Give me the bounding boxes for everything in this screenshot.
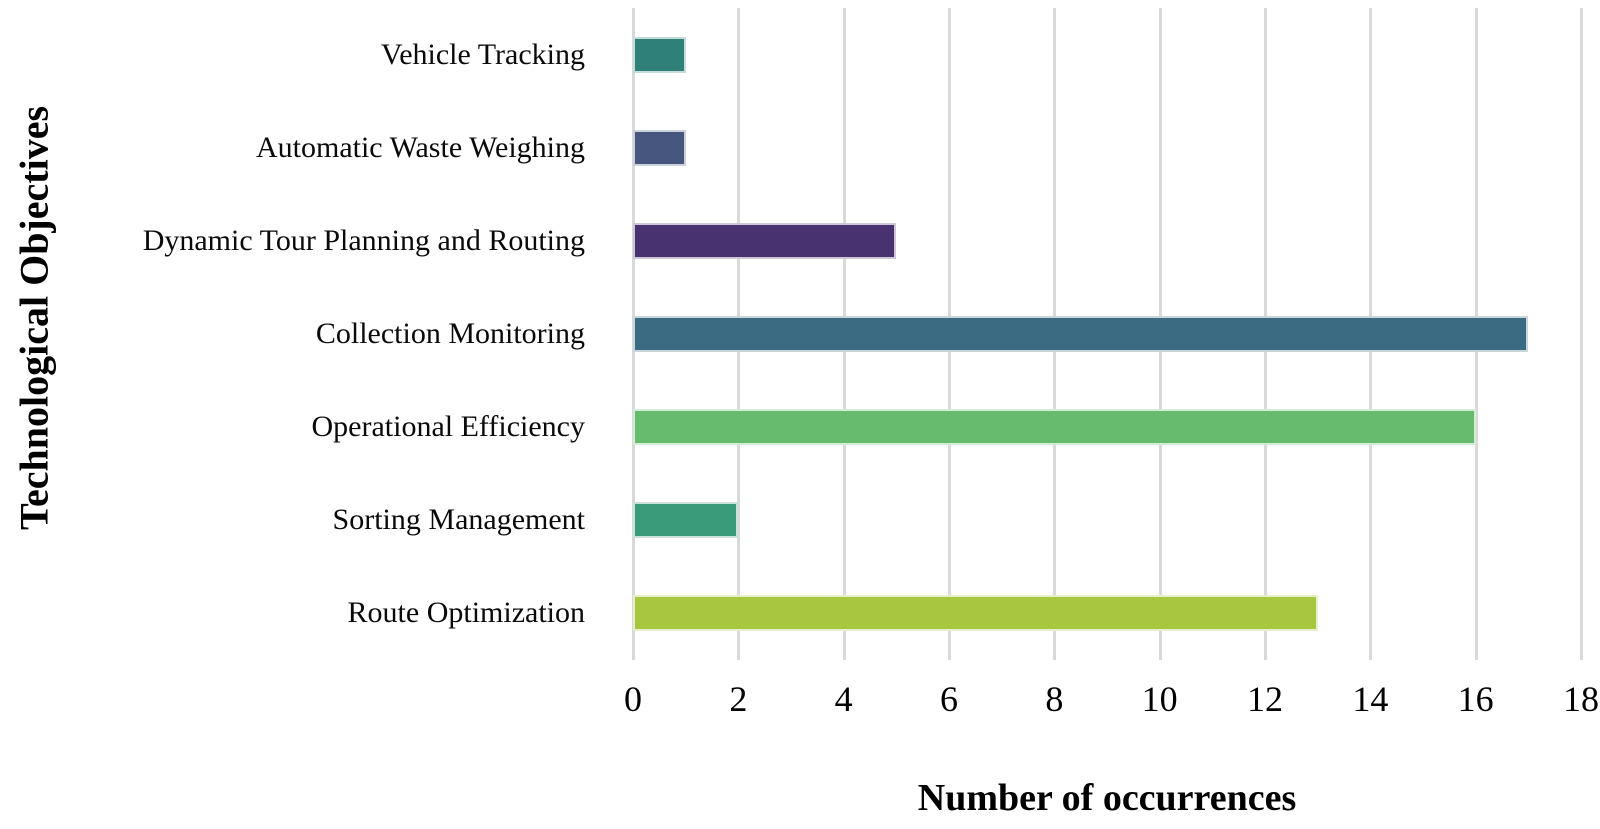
x-tick-label: 12 bbox=[1247, 679, 1283, 719]
bar bbox=[633, 409, 1476, 446]
bar-row: Dynamic Tour Planning and Routing bbox=[0, 194, 1600, 287]
x-tick-label: 18 bbox=[1563, 679, 1599, 719]
category-label: Operational Efficiency bbox=[311, 410, 586, 444]
bar-row: Sorting Management bbox=[0, 474, 1600, 567]
x-tick-label: 14 bbox=[1352, 679, 1389, 719]
bar bbox=[633, 595, 1318, 632]
bar bbox=[633, 502, 739, 539]
bar bbox=[633, 36, 686, 73]
category-label: Collection Monitoring bbox=[315, 316, 585, 350]
bar bbox=[633, 129, 686, 166]
category-label: Route Optimization bbox=[347, 596, 585, 630]
category-label: Automatic Waste Weighing bbox=[255, 130, 585, 164]
x-tick-label: 2 bbox=[729, 679, 748, 719]
bar-rows: Vehicle Tracking Automatic Waste Weighin… bbox=[0, 8, 1600, 660]
bar bbox=[633, 315, 1529, 352]
bar-row: Automatic Waste Weighing bbox=[0, 101, 1600, 194]
category-label: Sorting Management bbox=[332, 503, 585, 537]
x-tick-label: 4 bbox=[834, 679, 853, 719]
x-axis-title: Number of occurrences bbox=[917, 777, 1297, 819]
bar-row: Collection Monitoring bbox=[0, 287, 1600, 380]
gridline bbox=[1580, 8, 1583, 660]
x-tick-label: 8 bbox=[1045, 679, 1064, 719]
x-axis-ticks: 0 2 4 6 8 10 12 14 16 18 bbox=[624, 678, 1599, 728]
category-label: Vehicle Tracking bbox=[380, 37, 585, 71]
bar bbox=[633, 222, 897, 259]
bar-row: Vehicle Tracking bbox=[0, 8, 1600, 101]
x-tick-label: 6 bbox=[940, 679, 958, 719]
bar-row: Operational Efficiency bbox=[0, 381, 1600, 474]
x-tick-label: 16 bbox=[1457, 679, 1494, 719]
x-tick-label: 0 bbox=[624, 679, 642, 719]
category-label: Dynamic Tour Planning and Routing bbox=[142, 223, 585, 257]
x-tick-label: 10 bbox=[1141, 679, 1178, 719]
bar-row: Route Optimization bbox=[0, 567, 1600, 660]
